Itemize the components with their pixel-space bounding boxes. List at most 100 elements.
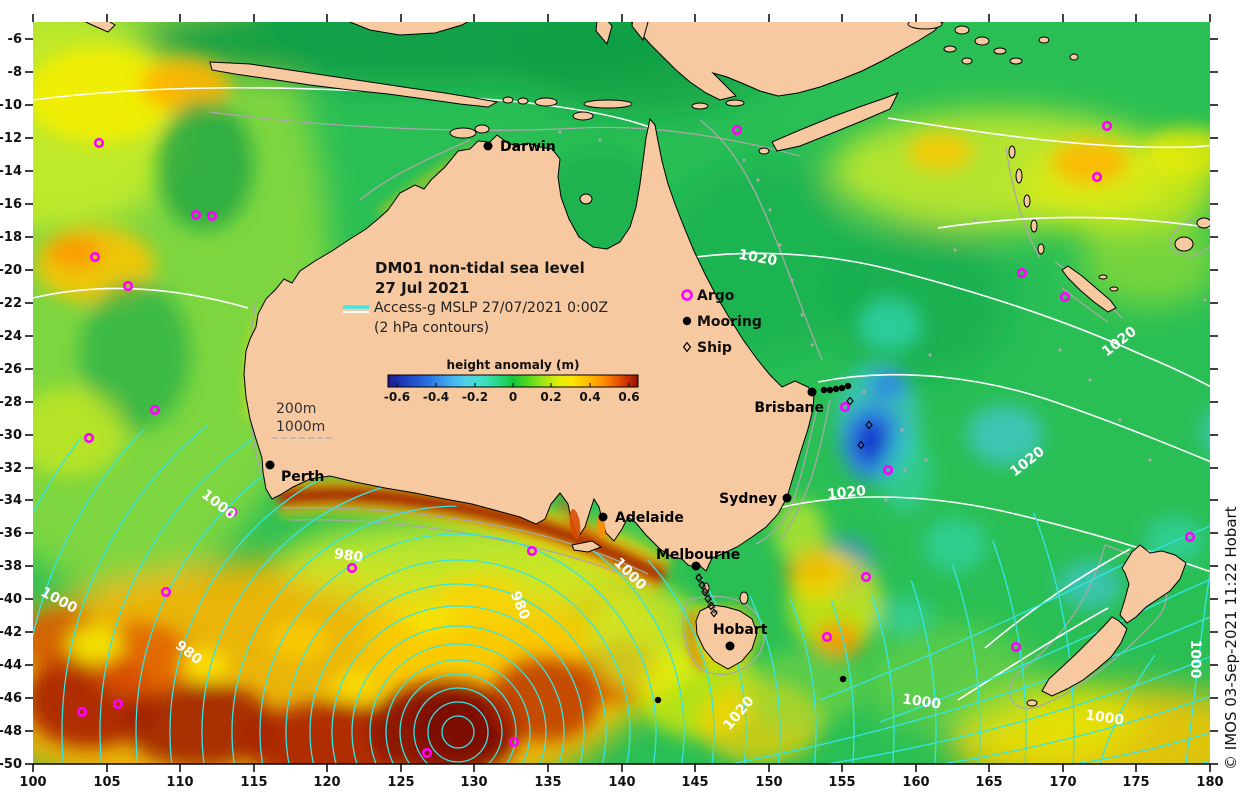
y-tick-label: -6 (8, 32, 22, 47)
argo-float-marker (1091, 171, 1103, 183)
mooring-legend-icon (682, 316, 692, 326)
isobar-label: 1020 (826, 483, 867, 503)
argo-float-marker (1010, 641, 1022, 653)
city-label-brisbane: Brisbane (754, 400, 824, 416)
x-tick-label: 180 (1196, 775, 1223, 790)
mslp-isobar (413, 687, 503, 764)
argo-float-marker (1016, 267, 1028, 279)
ship-legend-icon (682, 341, 692, 353)
nz-south-island (1041, 616, 1128, 697)
x-tick-label: 165 (975, 775, 1002, 790)
x-axis: 100 105 110 115 120 125 130 135 140 145 150 155 160 1… (19, 14, 1224, 790)
new-caledonia (1061, 265, 1117, 313)
colorbar-tick: 0.6 (618, 390, 639, 404)
x-tick-label: 115 (240, 775, 267, 790)
ship-legend-label: Ship (697, 340, 732, 356)
y-tick-label: -20 (0, 263, 22, 278)
mslp-isobar (399, 673, 517, 764)
corner-island-2 (1233, 142, 1250, 206)
x-tick-label: 150 (755, 775, 782, 790)
kangaroo-island (571, 540, 603, 553)
x-tick-label: 140 (608, 775, 635, 790)
city-dot-darwin (483, 141, 493, 151)
y-tick-label: -36 (0, 526, 22, 541)
y-tick-label: -28 (0, 395, 22, 410)
mslp-isobar (33, 422, 1027, 764)
y-tick-label: -40 (0, 592, 22, 607)
ship-marker (704, 594, 712, 604)
y-tick-label: -24 (0, 329, 22, 344)
mslp-isobar (285, 559, 631, 764)
x-tick-label: 155 (828, 775, 855, 790)
y-tick-label: -22 (0, 296, 22, 311)
ship-marker (857, 440, 865, 450)
bathymetry-contours (209, 111, 1210, 709)
y-tick-label: -38 (0, 559, 22, 574)
map-title: DM01 non-tidal sea level (375, 259, 585, 277)
sulawesi-arm (595, 22, 613, 46)
argo-float-marker (83, 432, 95, 444)
x-tick-label: 130 (460, 775, 487, 790)
mooring-marker (820, 386, 828, 394)
argo-float-marker (821, 631, 833, 643)
city-dot-adelaide (598, 512, 608, 522)
city-dot-perth (265, 460, 275, 470)
y-tick-label: -42 (0, 625, 22, 640)
x-tick-label: 135 (534, 775, 561, 790)
mslp-isobar (331, 605, 585, 764)
australia-landmass (243, 117, 815, 572)
sumatra-tip (84, 22, 116, 33)
y-tick-label: -32 (0, 461, 22, 476)
timor (771, 92, 900, 152)
tasmania (695, 604, 758, 670)
depth-200m-label: 200m (276, 401, 316, 417)
city-dot-brisbane (807, 387, 817, 397)
sulawesi-arm-2 (631, 22, 649, 42)
argo-float-marker (76, 706, 88, 718)
mslp-isobar (33, 422, 937, 764)
y-tick-label: -46 (0, 691, 22, 706)
argo-float-marker (526, 545, 538, 557)
x-tick-label: 100 (19, 775, 46, 790)
x-tick-label: 125 (387, 775, 414, 790)
city-label-adelaide: Adelaide (615, 510, 684, 526)
argo-float-marker (346, 562, 358, 574)
mooring-marker (844, 382, 852, 390)
city-dot-sydney (782, 493, 792, 503)
y-tick-label: -16 (0, 197, 22, 212)
y-tick-label: -30 (0, 428, 22, 443)
argo-float-marker (421, 747, 433, 759)
city-label-sydney: Sydney (719, 491, 777, 507)
x-tick-label: 110 (166, 775, 193, 790)
corner-island-1 (1226, 48, 1250, 110)
argo-float-marker (206, 210, 218, 222)
y-tick-label: -14 (0, 164, 22, 179)
argo-float-marker (112, 698, 124, 710)
new-guinea (630, 22, 944, 101)
x-tick-label: 105 (93, 775, 120, 790)
colorbar: height anomaly (m) -0.6 -0.4 -0.2 0 0.2 … (384, 358, 640, 404)
isobar-label: 1020 (737, 247, 778, 270)
argo-float-marker (839, 401, 851, 413)
argo-float-marker (93, 137, 105, 149)
city-label-hobart: Hobart (713, 622, 768, 638)
mslp-isobar (369, 643, 547, 764)
reef-seamount-specks (558, 130, 1207, 502)
title-block: DM01 non-tidal sea level 27 Jul 2021 Acc… (343, 259, 608, 336)
y-axis: -6 -8 -10 -12 -14 -16 -18 -20 -22 -24 -26 -28 -30 -32… (0, 32, 1218, 772)
ship-marker (846, 396, 854, 406)
mslp-isobar (135, 422, 781, 764)
ship-marker (865, 420, 873, 430)
mslp-isobar (33, 422, 895, 764)
colorbar-tick: 0.4 (579, 390, 600, 404)
mslp-isobar (351, 625, 565, 764)
y-tick-label: -34 (0, 493, 22, 508)
colorbar-tick: -0.6 (384, 390, 410, 404)
copyright-text: © IMOS 03-Sep-2021 11:22 Hobart (1222, 506, 1240, 770)
city-label-melbourne: Melbourne (656, 547, 740, 563)
mslp-isobar (441, 715, 475, 749)
isobar-label: 1000 (1187, 640, 1203, 679)
mooring-marker (654, 696, 662, 704)
